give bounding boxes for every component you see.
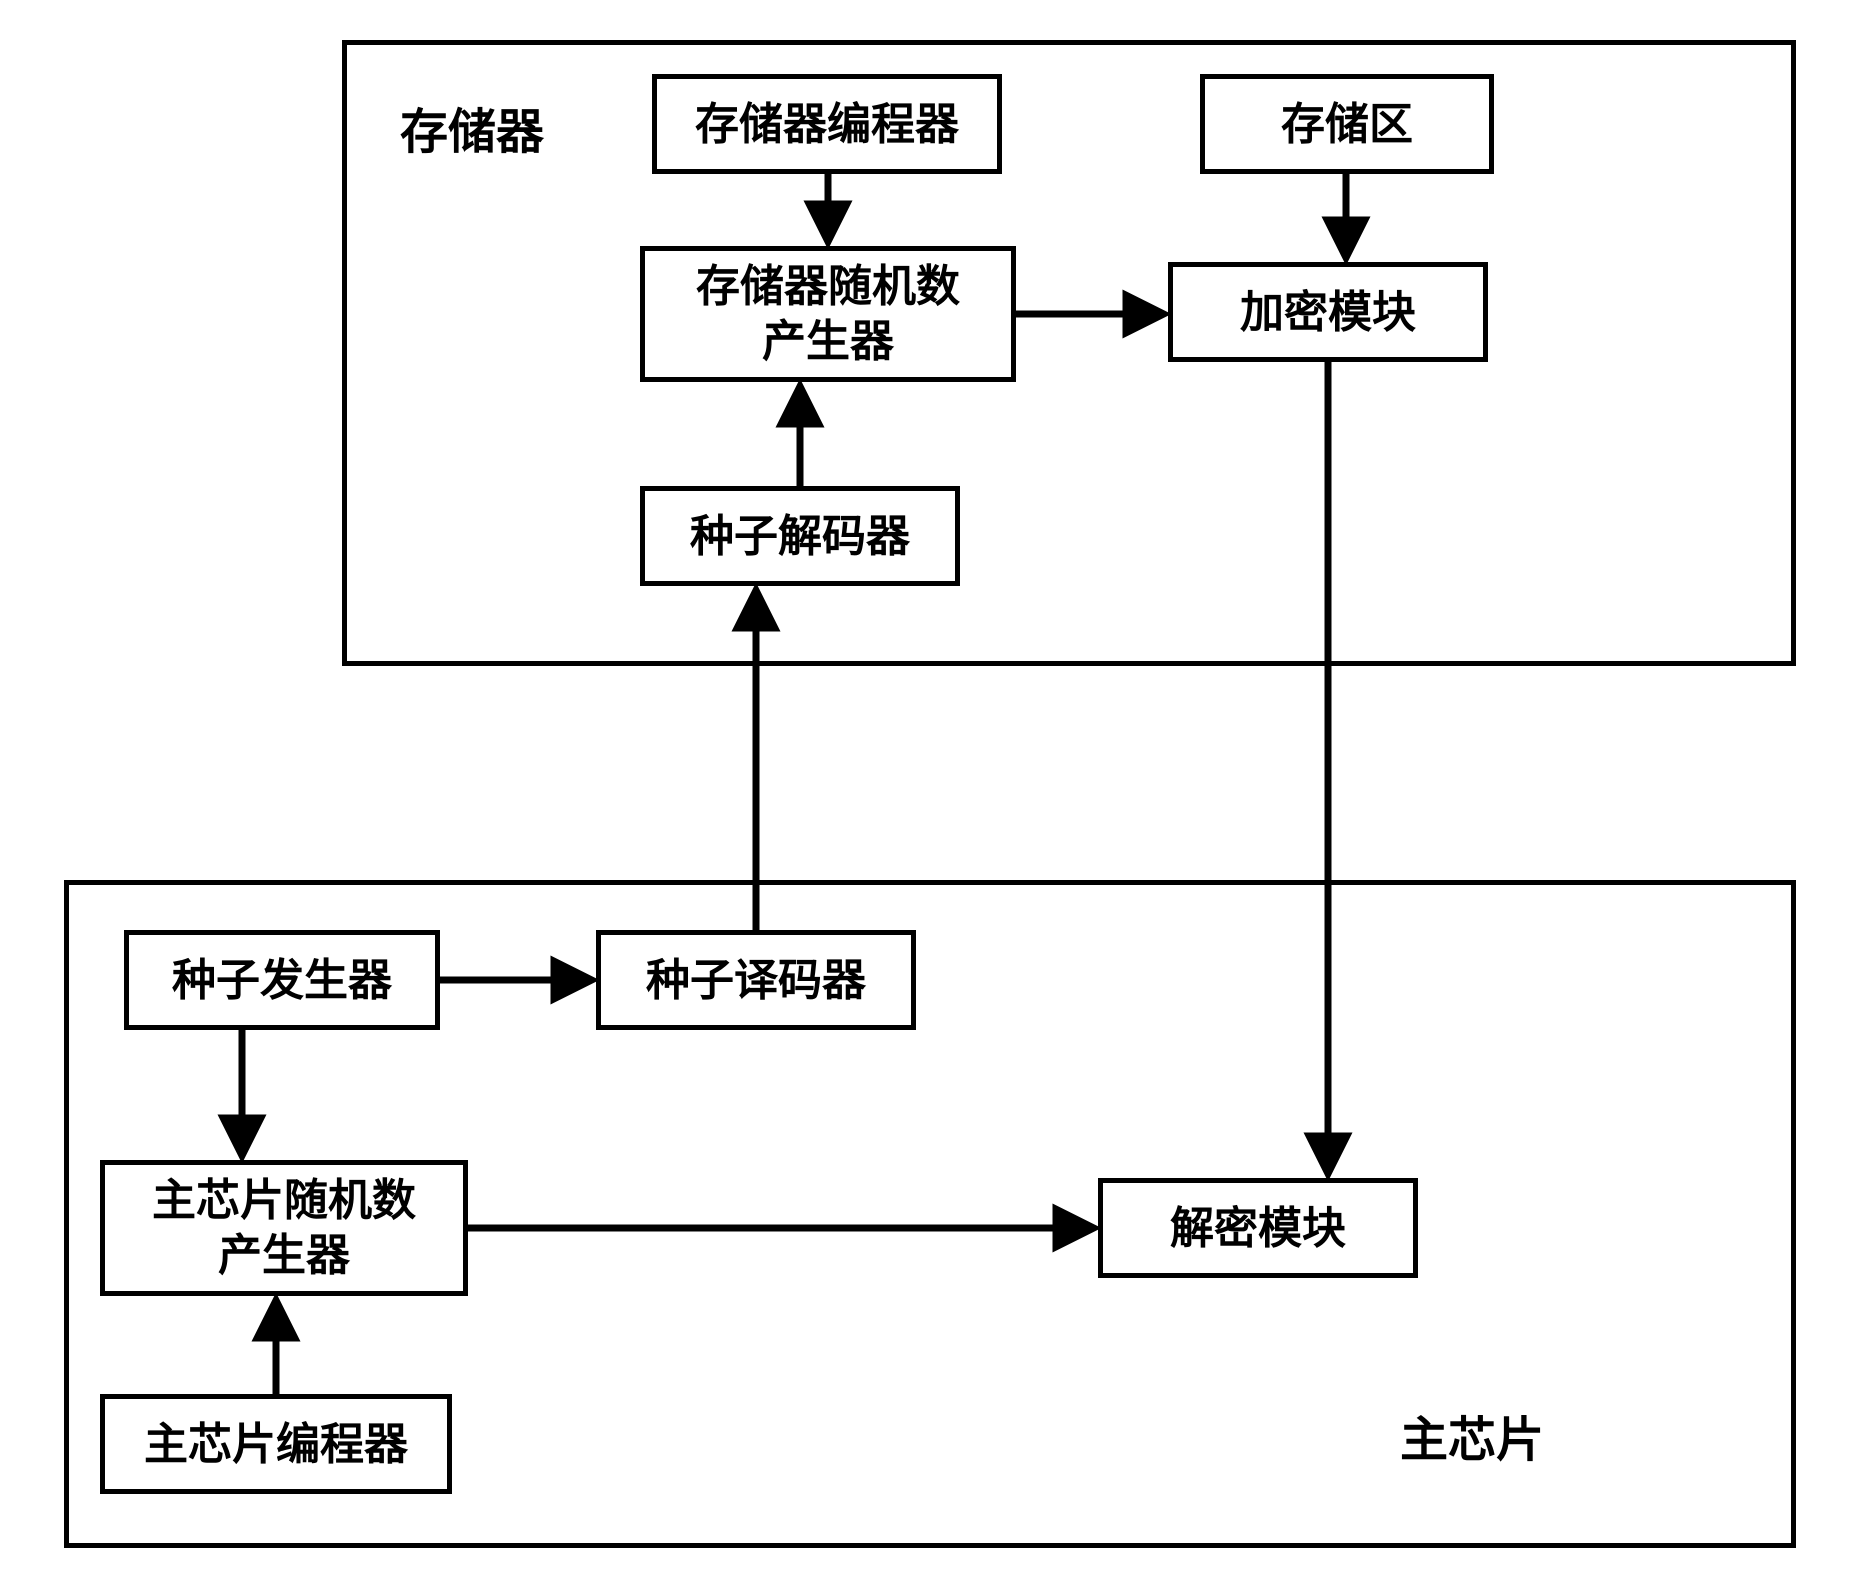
- node-seed-dec: 种子解码器: [640, 486, 960, 586]
- node-storage: 存储区: [1200, 74, 1494, 174]
- node-mem-prog: 存储器编程器: [652, 74, 1002, 174]
- node-mem-rng: 存储器随机数 产生器: [640, 246, 1016, 382]
- node-decrypt: 解密模块: [1098, 1178, 1418, 1278]
- node-encrypt: 加密模块: [1168, 262, 1488, 362]
- memory-container: [342, 40, 1796, 666]
- mainchip-label: 主芯片: [1400, 1400, 1544, 1470]
- diagram-canvas: 存储器 主芯片 存储器编程器 存储区 存储器随机数 产生器 加密模块 种子解码器…: [0, 0, 1874, 1590]
- node-seed-enc: 种子译码器: [596, 930, 916, 1030]
- node-seed-gen: 种子发生器: [124, 930, 440, 1030]
- memory-label: 存储器: [400, 92, 544, 162]
- node-chip-rng: 主芯片随机数 产生器: [100, 1160, 468, 1296]
- node-chip-prog: 主芯片编程器: [100, 1394, 452, 1494]
